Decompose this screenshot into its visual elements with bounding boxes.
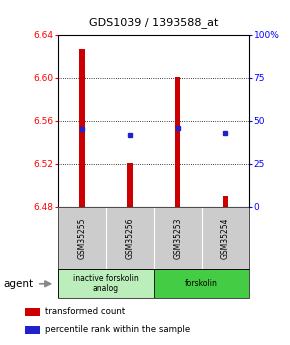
- Bar: [106, 207, 154, 269]
- Text: GSM35253: GSM35253: [173, 217, 182, 259]
- Text: inactive forskolin
analog: inactive forskolin analog: [73, 274, 139, 294]
- Text: agent: agent: [3, 279, 33, 289]
- Text: GSM35256: GSM35256: [125, 217, 134, 259]
- Text: GSM35255: GSM35255: [77, 217, 86, 259]
- Bar: [58, 269, 154, 298]
- Bar: [175, 77, 180, 207]
- Bar: [127, 163, 133, 207]
- Bar: [58, 207, 106, 269]
- Bar: [202, 207, 249, 269]
- Bar: [79, 49, 85, 207]
- Bar: [25, 308, 40, 316]
- Bar: [154, 269, 249, 298]
- Text: forskolin: forskolin: [185, 279, 218, 288]
- Bar: [154, 207, 202, 269]
- Text: GDS1039 / 1393588_at: GDS1039 / 1393588_at: [89, 17, 218, 28]
- Bar: [25, 326, 40, 334]
- Text: GSM35254: GSM35254: [221, 217, 230, 259]
- Text: transformed count: transformed count: [45, 307, 125, 316]
- Text: percentile rank within the sample: percentile rank within the sample: [45, 325, 190, 334]
- Bar: [223, 196, 228, 207]
